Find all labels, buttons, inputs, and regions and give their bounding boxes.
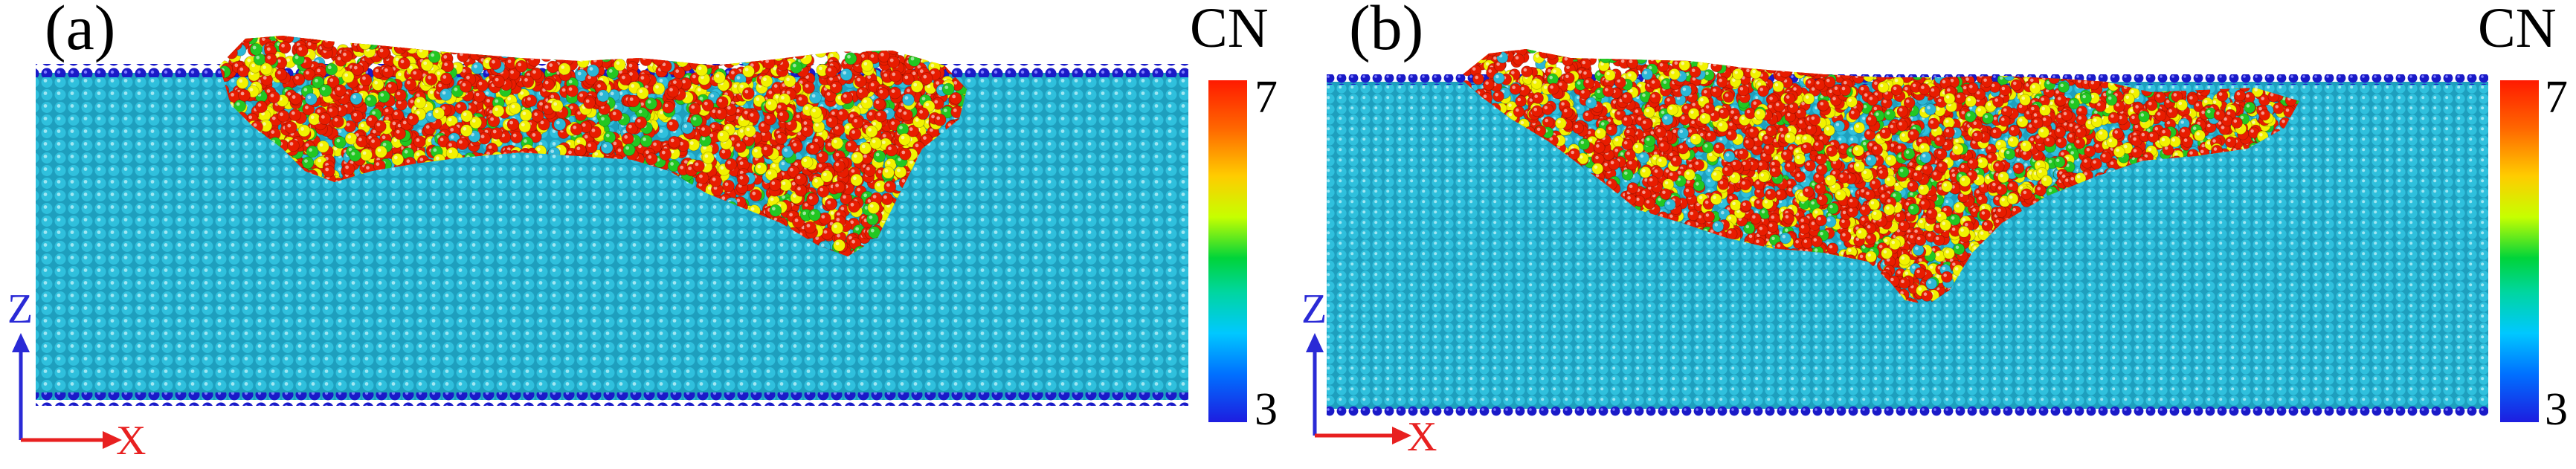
x-axis-label: X xyxy=(116,418,146,464)
bottom-boundary-atoms xyxy=(36,392,1188,406)
x-axis-label: X xyxy=(1407,414,1437,460)
colorbar-max-label: 7 xyxy=(1255,72,1278,123)
colorbar-title: CN xyxy=(1190,0,1269,59)
atomistic-snapshot xyxy=(1327,49,2488,416)
colorbar-min-label: 3 xyxy=(1255,384,1278,435)
colorbar xyxy=(2500,80,2539,422)
colorbar xyxy=(1208,80,1247,422)
colorbar-min-label: 3 xyxy=(2545,384,2568,435)
panel-label: (a) xyxy=(45,0,116,63)
colorbar-max-label: 7 xyxy=(2545,72,2568,123)
z-axis-label: Z xyxy=(7,286,33,332)
atomistic-snapshot xyxy=(36,36,1188,406)
bottom-boundary-atoms xyxy=(1327,406,2488,416)
panel-b: (b) Z X CN 7 3 xyxy=(1288,0,2576,469)
panel-a: (a) Z X CN 7 3 xyxy=(7,0,1278,464)
bulk-crystal xyxy=(36,73,1188,400)
z-axis-label: Z xyxy=(1301,286,1327,332)
colorbar-title: CN xyxy=(2478,0,2557,59)
panel-label: (b) xyxy=(1349,0,1424,63)
